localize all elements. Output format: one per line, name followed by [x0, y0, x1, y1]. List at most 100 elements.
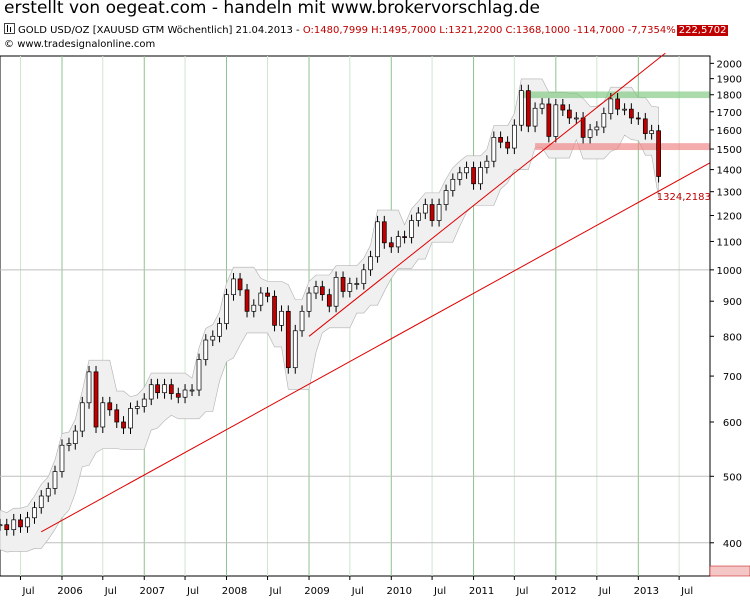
candle-body: [478, 167, 483, 185]
candle-body: [4, 524, 10, 531]
candle-body: [72, 430, 78, 444]
candle-body: [484, 160, 490, 168]
candle-body: [436, 204, 442, 221]
y-tick-label: 900: [723, 297, 742, 308]
y-tick-label: 800: [723, 332, 742, 343]
candle-body: [326, 294, 332, 307]
candle-body: [79, 402, 85, 432]
candle-body: [560, 104, 566, 111]
low-value-label: 1324,2183: [657, 192, 711, 203]
candle-body: [422, 204, 428, 214]
source-credit: © www.tradesignalonline.com: [4, 39, 155, 50]
y-tick-label: 1800: [717, 91, 742, 102]
candle-body: [155, 384, 160, 394]
candle-body: [244, 289, 250, 312]
candle-body: [11, 519, 17, 531]
candle-body: [395, 236, 401, 248]
candle-body: [656, 130, 661, 177]
x-tick-label: Jul: [104, 586, 117, 597]
candle-body: [622, 108, 627, 111]
y-tick-label: 500: [723, 472, 742, 483]
chart-icon: [4, 23, 15, 34]
candle-body: [635, 117, 641, 120]
source-label: www.tradesignalonline.com: [17, 39, 156, 50]
candle-body: [196, 359, 202, 391]
candle-body: [189, 389, 195, 392]
y-tick-label: 1000: [717, 266, 742, 277]
candle-body: [628, 108, 634, 119]
candle-body: [38, 495, 44, 509]
candle-body: [182, 389, 188, 398]
y-axis: 400 500 600 700 800 900 1000 1100 1200 1300 1400 15…: [709, 56, 742, 576]
y-tick-label: 1200: [717, 212, 742, 223]
candle-body: [388, 242, 394, 248]
candle-body: [114, 409, 120, 423]
x-tick-label: 2009: [304, 586, 329, 597]
x-tick-label: Jul: [598, 586, 611, 597]
candle-body: [128, 408, 133, 429]
x-tick-label: 2011: [469, 586, 494, 597]
x-tick-label: 2012: [551, 586, 576, 597]
candle-body: [107, 402, 113, 411]
candle-body: [429, 204, 435, 221]
candle-body: [580, 117, 586, 138]
x-axis: Jul 2006 Jul 2007 Jul 2008 Jul 2009 Jul 2010 Jul 20…: [20, 576, 693, 597]
y-tick-label: 2000: [717, 59, 742, 70]
candle-body: [381, 221, 387, 244]
candle-body: [415, 212, 421, 221]
x-tick-label: 2007: [140, 586, 165, 597]
x-tick-label: Jul: [433, 586, 446, 597]
candle-body: [443, 190, 449, 205]
candle-body: [608, 98, 614, 114]
candle-body: [615, 98, 620, 110]
x-tick-label: Jul: [269, 586, 282, 597]
x-tick-label: 2010: [387, 586, 412, 597]
candle-body: [361, 269, 367, 284]
x-tick-label: 2006: [57, 586, 82, 597]
candle-body: [175, 393, 181, 398]
trendlines: [41, 52, 711, 533]
candle-body: [539, 103, 545, 109]
candle-body: [210, 335, 216, 341]
y-tick-label: 1400: [717, 166, 742, 177]
candle-body: [505, 141, 510, 149]
bollinger-band: [0, 78, 659, 553]
candle-body: [25, 517, 30, 528]
candle-body: [168, 384, 174, 394]
y-tick-label: 1600: [717, 126, 742, 137]
candle-body: [148, 384, 154, 400]
candle-body: [100, 402, 106, 428]
candle-body: [649, 130, 654, 134]
zones: [521, 91, 710, 151]
candle-body: [594, 126, 600, 131]
channel-band: [0, 78, 659, 553]
candle-body: [45, 488, 51, 497]
candle-body: [354, 283, 360, 285]
candle-body: [279, 310, 284, 326]
x-tick-label: Jul: [351, 586, 364, 597]
candle-body: [347, 283, 353, 292]
trendline: [308, 52, 666, 337]
candle-body: [292, 330, 298, 369]
candle-body: [93, 371, 99, 428]
x-tick-label: 2008: [222, 586, 247, 597]
instrument-header: GOLD USD/OZ [XAUUSD GTM Wöchentlich] 21.…: [4, 23, 729, 36]
candle-body: [66, 443, 72, 446]
candle-body: [553, 104, 559, 137]
instrument-label: GOLD USD/OZ [XAUUSD GTM Wöchentlich] 21.…: [18, 25, 303, 36]
candle-body: [265, 292, 270, 297]
candle-body: [59, 444, 65, 472]
candle-body: [368, 256, 373, 271]
candle-body: [52, 471, 58, 489]
trendline: [41, 162, 711, 533]
copyright-icon: ©: [4, 39, 14, 50]
annotations: 1324,2183: [657, 192, 711, 203]
candle-body: [162, 384, 167, 394]
y-tick-label: 600: [723, 418, 742, 429]
candle-body: [18, 519, 23, 528]
x-tick-label: Jul: [21, 586, 34, 597]
candle-body: [532, 107, 538, 127]
scroll-corner[interactable]: [709, 565, 750, 577]
candle-body: [237, 278, 243, 291]
